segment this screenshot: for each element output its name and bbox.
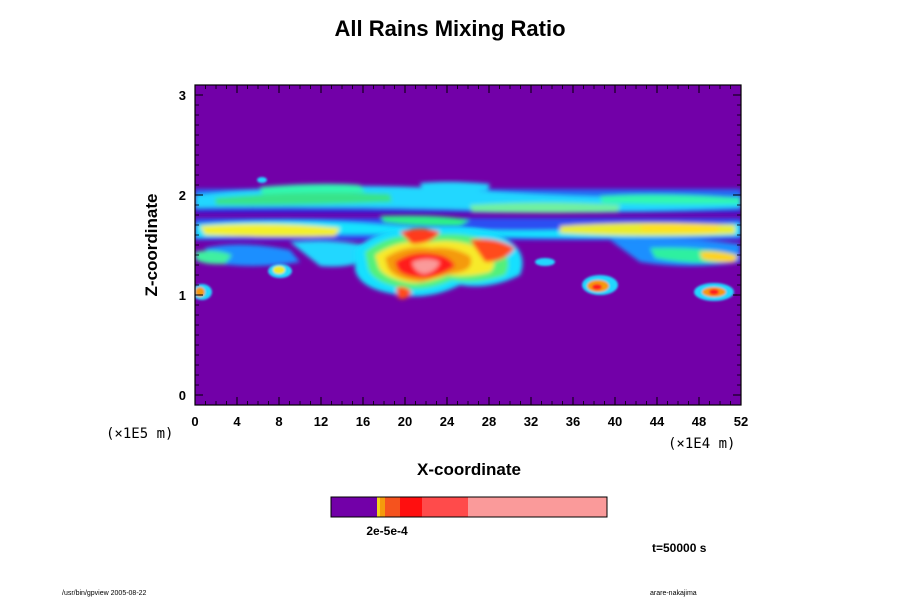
- colorbar-segment: [400, 497, 422, 517]
- x-tick-label: 20: [398, 414, 412, 429]
- x-tick-label: 40: [608, 414, 622, 429]
- x-tick-label: 28: [482, 414, 496, 429]
- x-axis-label: X-coordinate: [417, 460, 521, 479]
- x-tick-label: 48: [692, 414, 706, 429]
- colorbar-label: 2e-5e-4: [366, 524, 408, 538]
- footer-right-text: arare-nakajima: [650, 590, 697, 597]
- y-tick-label: 3: [179, 88, 186, 103]
- colorbar-segment: [468, 497, 607, 517]
- footer-left-text: /usr/bin/gpview 2005-08-22: [62, 590, 147, 597]
- y-tick-label: 0: [179, 388, 186, 403]
- x-tick-label: 32: [524, 414, 538, 429]
- x-tick-label: 8: [275, 414, 282, 429]
- x-tick-label: 12: [314, 414, 328, 429]
- colorbar-segment: [422, 497, 468, 517]
- chart-title: All Rains Mixing Ratio: [334, 16, 566, 41]
- y-tick-label: 1: [179, 288, 186, 303]
- x-tick-label: 24: [440, 414, 455, 429]
- x-axis-unit: (×1E4 m): [668, 436, 736, 452]
- heatmap-field: [195, 177, 741, 301]
- colorbar-segment: [331, 497, 377, 517]
- colorbar-segment: [377, 497, 380, 517]
- y-axis-label: Z-coordinate: [142, 194, 161, 297]
- y-tick-label: 2: [179, 188, 186, 203]
- x-tick-label: 52: [734, 414, 748, 429]
- colorbar: [330, 496, 608, 518]
- time-annotation: t=50000 s: [652, 541, 707, 555]
- x-tick-label: 0: [191, 414, 198, 429]
- x-tick-label: 36: [566, 414, 580, 429]
- y-axis: 0 1 2 3: [179, 84, 741, 403]
- x-axis: 0 4 8 12 16 20 24 28 32 36 40 44 48 52: [191, 85, 748, 429]
- y-axis-unit: (×1E5 m): [106, 426, 174, 442]
- colorbar-segment: [385, 497, 400, 517]
- colorbar-frame: [330, 496, 608, 518]
- x-tick-label: 44: [650, 414, 665, 429]
- colorbar-segment: [380, 497, 385, 517]
- x-tick-label: 16: [356, 414, 370, 429]
- x-tick-label: 4: [233, 414, 241, 429]
